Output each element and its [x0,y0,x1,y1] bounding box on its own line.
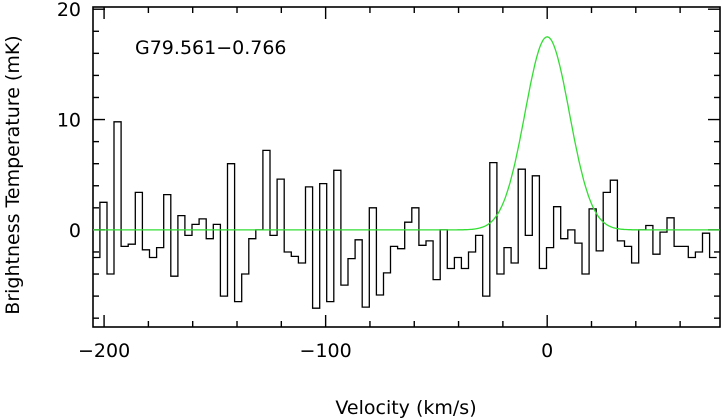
tick-labels: −200 −100 0 0 10 20 [57,0,553,362]
spectrum-step-line [93,121,717,309]
x-axis-label: Velocity (km/s) [335,397,476,419]
plot-frame [92,6,721,328]
x-tick-label: 0 [541,340,553,362]
y-tick-label: 20 [57,0,81,21]
x-tick-label: −200 [78,340,130,362]
x-tick-label: −100 [300,340,352,362]
y-tick-label: 10 [57,110,81,132]
gaussian-fit-line [93,36,720,231]
series-layer [93,36,720,309]
y-axis-label: Brightness Temperature (mK) [2,35,24,314]
y-tick-label: 0 [69,220,81,242]
source-name-annotation: G79.561−0.766 [135,37,287,59]
